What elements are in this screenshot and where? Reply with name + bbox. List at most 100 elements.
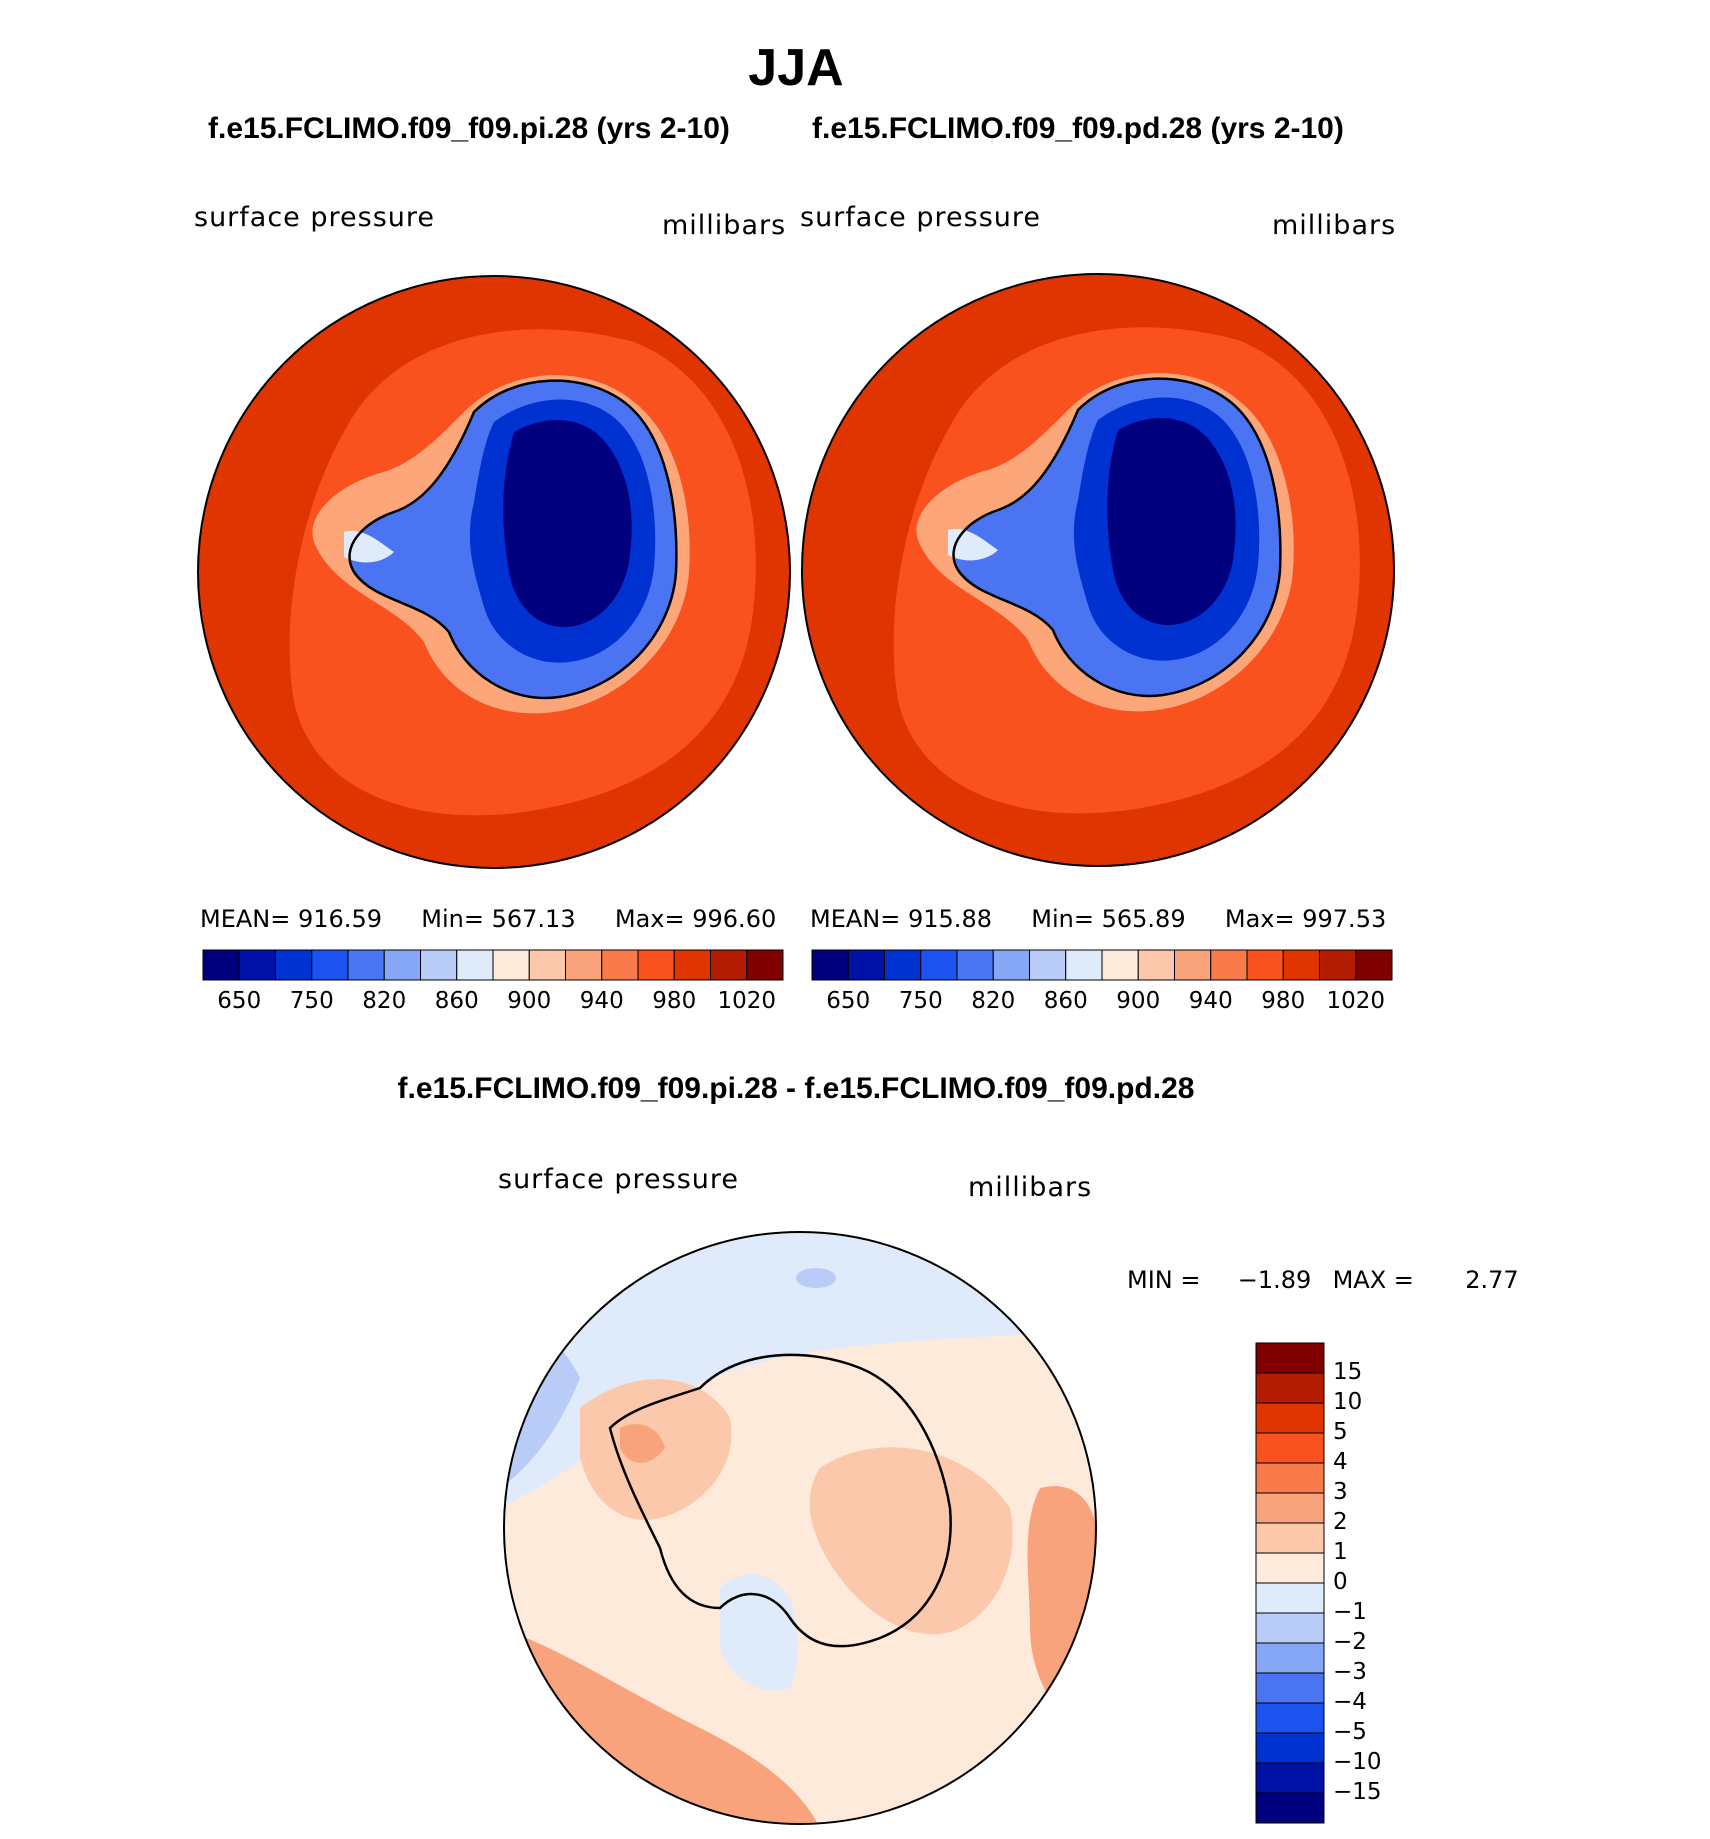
panel-1-colorbar-swatch <box>673 949 711 981</box>
difference-colorbar-tick-label: −1 <box>1333 1599 1367 1625</box>
difference-colorbar-tick-label: −10 <box>1333 1749 1382 1775</box>
difference-colorbar-swatch <box>1255 1492 1325 1524</box>
panel-2-units-label: millibars <box>1272 210 1397 241</box>
panel-1-colorbar-tick-label: 650 <box>217 988 262 1014</box>
difference-colorbar-tick-label: 10 <box>1333 1389 1363 1415</box>
panel-1-colorbar-swatch <box>238 949 276 981</box>
panel-1-colorbar <box>202 949 784 981</box>
panel-1-map <box>197 275 791 869</box>
panel-2-mean-label: MEAN= <box>810 905 901 933</box>
panel-2-colorbar-swatch <box>811 949 849 981</box>
panel-2-colorbar-tick-label: 860 <box>1043 988 1088 1014</box>
difference-colorbar-tick-label: 3 <box>1333 1479 1348 1505</box>
difference-colorbar-swatch <box>1255 1402 1325 1434</box>
difference-colorbar-tick-label: −2 <box>1333 1629 1367 1655</box>
panel-2-colorbar <box>811 949 1393 981</box>
panel-1-colorbar-swatch <box>202 949 240 981</box>
antarctica-coastline <box>348 379 678 700</box>
panel-1-colorbar-tick-label: 980 <box>652 988 697 1014</box>
diff-salmon-interior <box>809 1447 1013 1635</box>
antarctica-coastline <box>608 1353 952 1648</box>
panel-1-colorbar-swatch <box>528 949 566 981</box>
difference-colorbar <box>1255 1342 1325 1824</box>
panel-2-colorbar-swatch <box>1101 949 1139 981</box>
panel-1-colorbar-swatch <box>311 949 349 981</box>
diff-eastern-orange <box>1027 1486 1096 1748</box>
difference-max-label: MAX = <box>1332 1266 1414 1294</box>
difference-title: f.e15.FCLIMO.f09_f09.pi.28 - f.e15.FCLIM… <box>397 1072 1195 1105</box>
ice-deep-zone <box>503 420 632 627</box>
panel-2-colorbar-swatch <box>847 949 885 981</box>
difference-min-value: −1.89 <box>1237 1266 1312 1294</box>
panel-1-colorbar-tick-label: 820 <box>362 988 407 1014</box>
panel-2-colorbar-swatch <box>1319 949 1357 981</box>
panel-1-field-label: surface pressure <box>194 202 435 233</box>
difference-max-value: 2.77 <box>1465 1266 1519 1294</box>
panel-1-colorbar-swatch <box>601 949 639 981</box>
difference-colorbar-swatch <box>1255 1462 1325 1494</box>
panel-1-min-value: 567.13 <box>491 905 576 933</box>
difference-colorbar-swatch <box>1255 1552 1325 1584</box>
diff-northern-negative <box>504 1232 1096 1508</box>
panel-2-colorbar-tick-label: 750 <box>898 988 943 1014</box>
panel-1-max-label: Max= <box>614 905 685 933</box>
panel-1-colorbar-tick-label: 940 <box>579 988 624 1014</box>
difference-colorbar-tick-label: 15 <box>1333 1359 1363 1385</box>
panel-1-max-value: 996.60 <box>692 905 777 933</box>
map-boundary <box>801 273 1395 867</box>
figure-title: JJA <box>748 39 844 97</box>
panel-2-colorbar-swatch <box>884 949 922 981</box>
difference-colorbar-swatch <box>1255 1672 1325 1704</box>
panel-1-colorbar-tick-label: 750 <box>289 988 334 1014</box>
panel-1-colorbar-tick-label: 1020 <box>717 988 777 1014</box>
difference-colorbar-swatch <box>1255 1792 1325 1824</box>
panel-2-colorbar-tick-label: 900 <box>1116 988 1161 1014</box>
panel-2-colorbar-swatch <box>920 949 958 981</box>
difference-colorbar-tick-label: −4 <box>1333 1689 1367 1715</box>
panel-2-colorbar-tick-label: 650 <box>826 988 871 1014</box>
panel-1-colorbar-tick-label: 860 <box>434 988 479 1014</box>
panel-1-colorbar-swatch <box>275 949 313 981</box>
panel-2-colorbar-swatch <box>1282 949 1320 981</box>
difference-colorbar-swatch <box>1255 1762 1325 1794</box>
difference-colorbar-swatch <box>1255 1432 1325 1464</box>
difference-colorbar-swatch <box>1255 1642 1325 1674</box>
panel-1-colorbar-swatch <box>456 949 494 981</box>
panel-1-colorbar-swatch <box>710 949 748 981</box>
panel-1-colorbar-swatch <box>420 949 458 981</box>
difference-colorbar-tick-label: −5 <box>1333 1719 1367 1745</box>
panel-2-colorbar-swatch <box>1210 949 1248 981</box>
map-boundary <box>197 275 791 869</box>
panel-2-map <box>801 273 1395 867</box>
panel-2-mean-value: 915.88 <box>908 905 992 933</box>
difference-colorbar-ticks: 15 10 5 4 3 2 1 0 −1 −2 −3 −4 −5 −10 −15 <box>1333 1343 1403 1823</box>
panel-1-colorbar-tick-label: 900 <box>507 988 552 1014</box>
difference-colorbar-tick-label: −15 <box>1333 1779 1382 1805</box>
panel-2-colorbar-tick-label: 1020 <box>1326 988 1386 1014</box>
panel-2-colorbar-swatch <box>956 949 994 981</box>
panel-2-min-label: Min= <box>1031 905 1094 933</box>
panel-1-colorbar-swatch <box>383 949 421 981</box>
difference-units-label: millibars <box>968 1172 1093 1203</box>
difference-colorbar-tick-label: 5 <box>1333 1419 1348 1445</box>
panel-1-case-title: f.e15.FCLIMO.f09_f09.pi.28 (yrs 2-10) <box>208 112 730 145</box>
difference-min-label: MIN = <box>1127 1266 1201 1294</box>
diff-orange-patch <box>620 1424 665 1463</box>
panel-2-colorbar-tick-label: 820 <box>971 988 1016 1014</box>
panel-2-colorbar-swatch <box>1355 949 1393 981</box>
panel-1-colorbar-swatch <box>492 949 530 981</box>
difference-colorbar-swatch <box>1255 1612 1325 1644</box>
panel-1-colorbar-swatch <box>565 949 603 981</box>
panel-2-colorbar-swatch <box>1246 949 1284 981</box>
panel-1-mean-label: MEAN= <box>200 905 291 933</box>
panel-1-stats: MEAN= 916.59 Min= 567.13 Max= 996.60 <box>200 905 776 933</box>
panel-2-colorbar-ticks: 650 750 820 860 900 940 980 1020 <box>812 988 1392 1018</box>
panel-1-min-label: Min= <box>421 905 484 933</box>
panel-2-case-title: f.e15.FCLIMO.f09_f09.pd.28 (yrs 2-10) <box>812 112 1344 145</box>
panel-2-colorbar-swatch <box>1029 949 1067 981</box>
difference-colorbar-swatch <box>1255 1522 1325 1554</box>
panel-2-colorbar-tick-label: 940 <box>1188 988 1233 1014</box>
difference-map <box>503 1231 1097 1825</box>
panel-2-colorbar-tick-label: 980 <box>1261 988 1306 1014</box>
map-boundary <box>503 1231 1097 1825</box>
